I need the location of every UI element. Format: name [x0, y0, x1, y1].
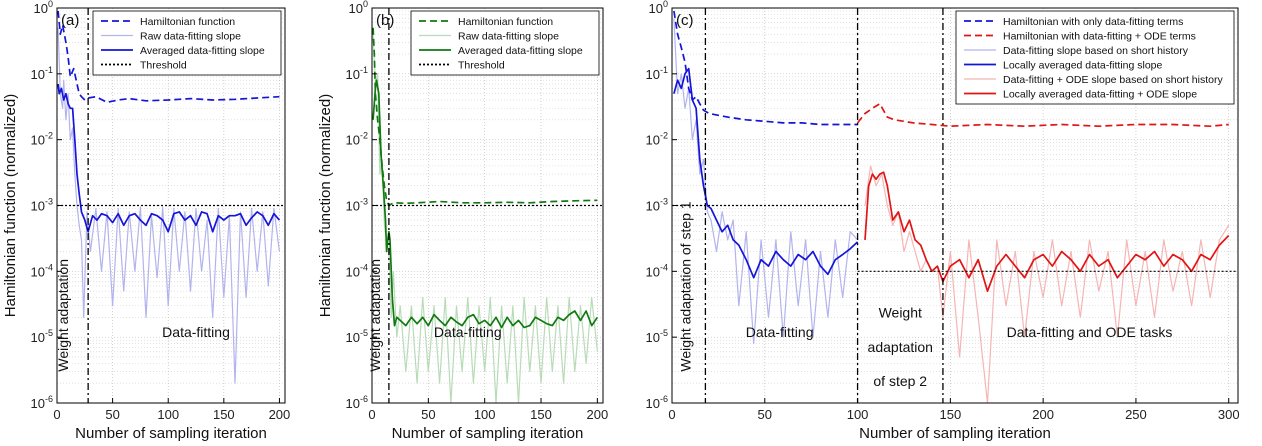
y-tick-label: 10-3	[31, 197, 53, 214]
x-tick-label: 100	[847, 407, 869, 422]
y-axis-label: Hamiltonian function (normalized)	[2, 94, 19, 317]
legend-entry-label: Averaged data-fitting slope	[140, 45, 265, 57]
x-tick-label: 0	[53, 407, 60, 422]
legend-entry-label: Hamiltonian function	[140, 16, 235, 28]
legend-entry-label: Locally averaged data-fitting slope	[1003, 60, 1163, 72]
series-averaged-data-fitting-slope	[57, 83, 281, 233]
y-tick-label: 10-1	[646, 65, 668, 82]
x-tick-label: 100	[157, 407, 179, 422]
panel-1: 0 50 100 150 200 10-6 10-5 10-4 10-3 10-2 10-1 100 N…	[2, 0, 290, 442]
x-tick-label: 0	[368, 407, 375, 422]
series-hamiltonian-function	[372, 27, 598, 207]
y-tick-label: 10-3	[646, 197, 668, 214]
y-tick-label: 100	[649, 0, 668, 16]
legend-entry-label: Data-fitting slope based on short histor…	[1003, 45, 1189, 57]
x-axis-label: Number of sampling iteration	[859, 425, 1051, 442]
y-tick-label: 10-5	[31, 328, 53, 345]
series-raw-data-fitting-slope	[372, 34, 598, 403]
legend-entry-label: Locally averaged data-fitting + ODE slop…	[1003, 89, 1197, 101]
y-tick-label: 10-4	[346, 262, 368, 279]
panel-letter: (b)	[376, 12, 394, 29]
y-tick-label: 10-1	[31, 65, 53, 82]
stage-annotation: Data-fitting	[746, 324, 814, 340]
series-raw-data-fitting-slope	[57, 27, 280, 384]
y-tick-label: 10-5	[346, 328, 368, 345]
panel-letter: (c)	[676, 12, 694, 29]
series-group	[372, 27, 603, 403]
x-tick-label: 50	[421, 407, 435, 422]
stage-annotation: Weight	[879, 304, 922, 320]
y-tick-label: 10-3	[346, 197, 368, 214]
panel-letter: (a)	[61, 12, 79, 29]
series-group	[672, 10, 1238, 403]
y-tick-label: 100	[34, 0, 53, 16]
y-tick-label: 10-1	[346, 65, 368, 82]
series-data-fitting-ode-slope-based-on-short-history	[864, 165, 1230, 403]
y-tick-label: 10-4	[646, 262, 668, 279]
stage-annotation: Data-fitting	[162, 324, 230, 340]
y-tick-label: 10-6	[346, 394, 368, 411]
y-tick-label: 10-2	[646, 131, 668, 148]
panel-2: 0 50 100 150 200 10-6 10-5 10-4 10-3 10-2 10-1 100 N…	[317, 0, 608, 442]
stage-annotation: Weight adaptation	[55, 259, 71, 372]
stage-annotation: Weight adaptation	[367, 259, 383, 372]
legend-entry-label: Averaged data-fitting slope	[458, 45, 583, 57]
x-tick-label: 200	[587, 407, 609, 422]
series-hamiltonian-with-data-fitting-ode-terms	[856, 102, 1229, 128]
series-locally-averaged-data-fitting-slope	[673, 67, 859, 279]
x-tick-label: 0	[668, 407, 675, 422]
panel-3: 0 50 100 150 200 250 300 10-6 10-5 10-4 10-3 10-2 10…	[646, 0, 1240, 442]
legend: Hamiltonian with only data-fitting terms…	[955, 10, 1235, 105]
x-tick-label: 250	[1125, 407, 1147, 422]
series-averaged-data-fitting-slope	[372, 79, 599, 329]
y-tick-label: 10-2	[346, 131, 368, 148]
y-tick-label: 10-6	[646, 394, 668, 411]
legend-entry-label: Raw data-fitting slope	[140, 31, 241, 43]
x-tick-label: 50	[758, 407, 772, 422]
y-tick-label: 10-5	[646, 328, 668, 345]
legend-entry-label: Hamiltonian with only data-fitting terms	[1003, 16, 1183, 28]
series-hamiltonian-with-only-data-fitting-terms	[673, 10, 858, 126]
series-group	[57, 10, 285, 384]
stage-annotation: adaptation	[868, 339, 933, 355]
series-locally-averaged-data-fitting-ode-slope	[864, 171, 1230, 293]
legend: Hamiltonian function Raw data-fitting slo…	[92, 10, 282, 76]
legend-entry-label: Threshold	[140, 60, 187, 72]
y-tick-label: 10-6	[31, 394, 53, 411]
x-tick-label: 100	[474, 407, 496, 422]
y-axis-label: Hamiltonian function (normalized)	[317, 94, 334, 317]
x-tick-label: 150	[940, 407, 962, 422]
legend-entry-label: Data-fitting + ODE slope based on short …	[1003, 74, 1223, 86]
x-axis-label: Number of sampling iteration	[392, 425, 584, 442]
stage-annotation: of step 2	[873, 373, 927, 389]
series-hamiltonian-function	[57, 10, 280, 104]
legend-entry-label: Hamiltonian function	[458, 16, 553, 28]
legend-entry-label: Raw data-fitting slope	[458, 31, 559, 43]
x-tick-label: 200	[1032, 407, 1054, 422]
stage-annotation: Data-fitting	[434, 324, 502, 340]
x-tick-label: 300	[1218, 407, 1240, 422]
x-tick-label: 150	[530, 407, 552, 422]
legend-entry-label: Threshold	[458, 60, 505, 72]
legend-entry-label: Hamiltonian with data-fitting + ODE term…	[1003, 31, 1196, 43]
x-tick-label: 150	[213, 407, 235, 422]
y-tick-label: 10-4	[31, 262, 53, 279]
x-tick-label: 50	[105, 407, 119, 422]
y-tick-label: 10-2	[31, 131, 53, 148]
legend-box	[955, 10, 1235, 105]
stage-annotation: Weight adaptation of step 1	[678, 201, 694, 371]
legend: Hamiltonian function Raw data-fitting slo…	[410, 10, 600, 76]
x-tick-label: 200	[269, 407, 291, 422]
stage-annotation: Data-fitting and ODE tasks	[1007, 324, 1173, 340]
series-data-fitting-slope-based-on-short-history	[673, 18, 859, 345]
x-axis-label: Number of sampling iteration	[75, 425, 267, 442]
y-tick-label: 100	[349, 0, 368, 16]
